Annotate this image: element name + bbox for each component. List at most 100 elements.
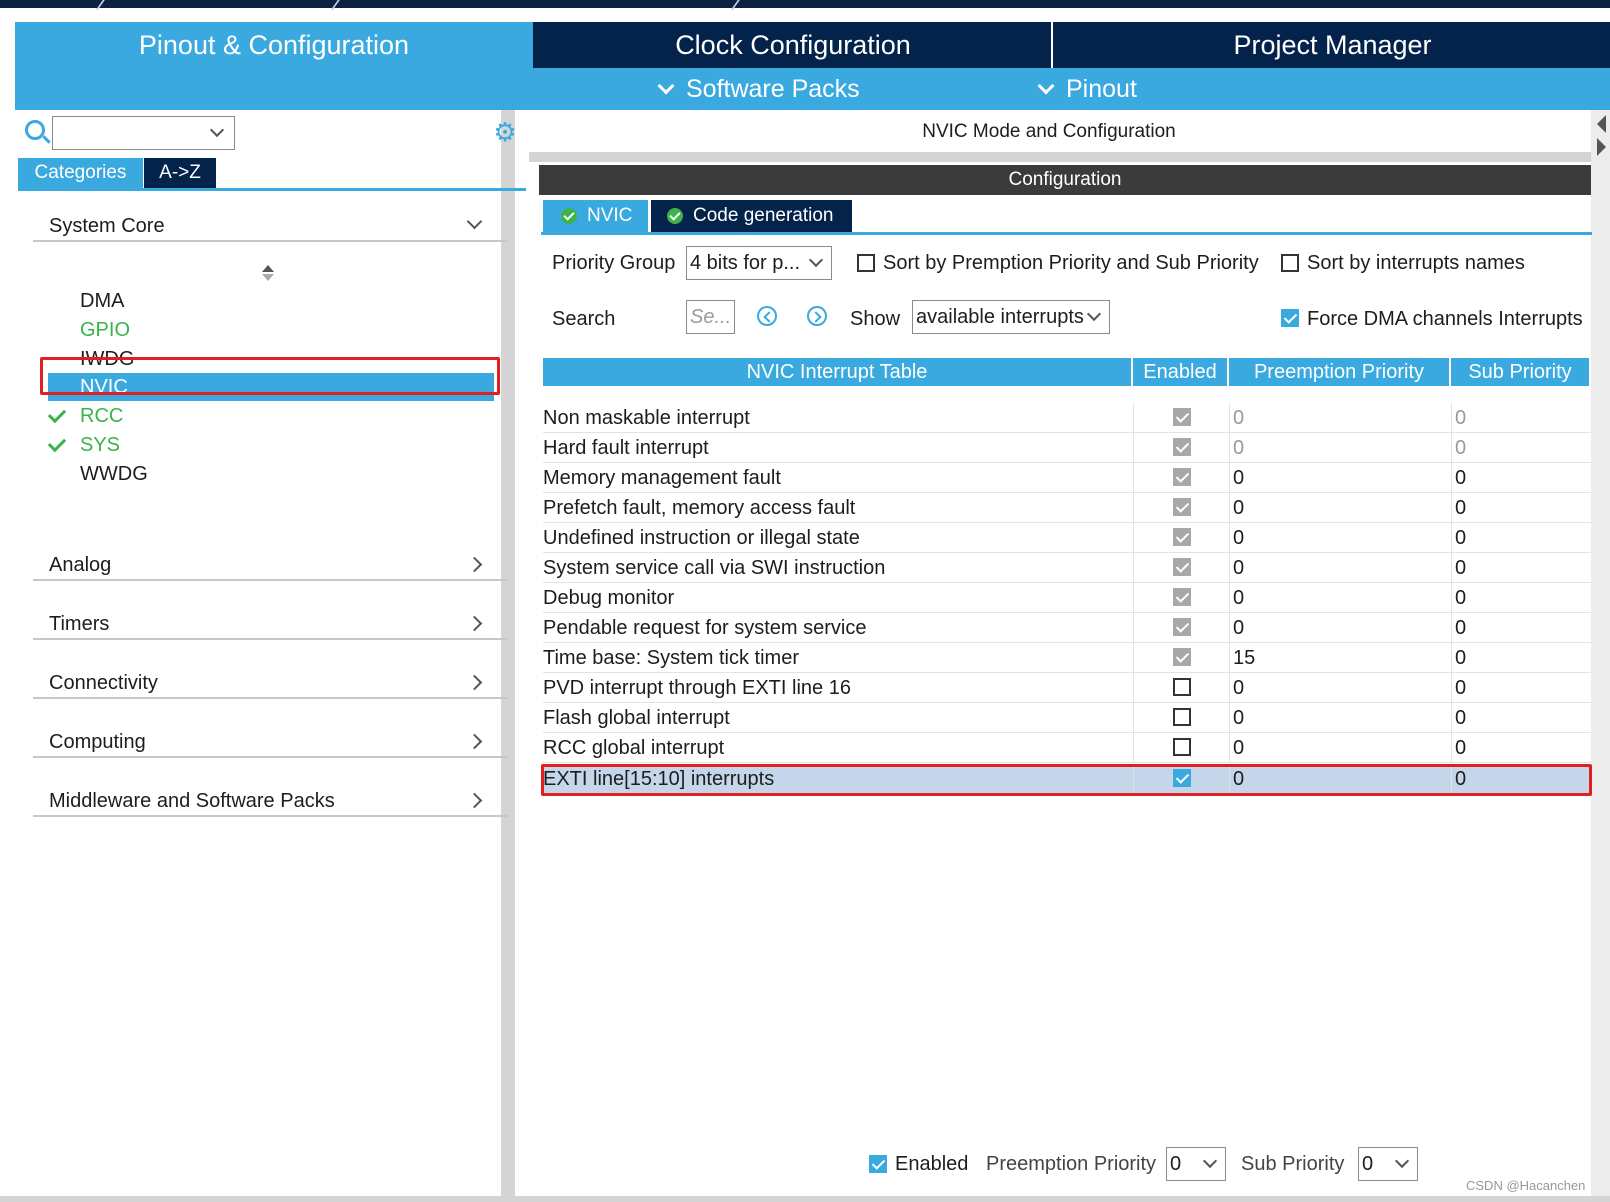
sub-priority-cell[interactable]: 0 [1451, 583, 1591, 613]
bottom-edge [0, 1196, 1610, 1202]
chevron-down-icon [1086, 306, 1102, 322]
bottom-sub-select[interactable]: 0 [1358, 1147, 1418, 1181]
sort-names-checkbox[interactable] [1281, 254, 1299, 272]
tab-clock-configuration[interactable]: Clock Configuration [535, 22, 1053, 68]
software-packs-menu[interactable]: Software Packs [657, 68, 860, 110]
table-row[interactable]: Prefetch fault, memory access fault 0 0 [543, 493, 1591, 523]
table-row[interactable]: Undefined instruction or illegal state 0… [543, 523, 1591, 553]
preemption-cell[interactable]: 0 [1229, 673, 1449, 703]
collapse-right-icon[interactable] [1597, 138, 1606, 156]
collapse-left-icon[interactable] [1597, 115, 1606, 133]
table-row[interactable]: Flash global interrupt 0 0 [543, 703, 1591, 733]
sort-premption-checkbox[interactable] [857, 254, 875, 272]
force-dma-checkbox[interactable] [1281, 309, 1299, 327]
section-computing[interactable]: Computing [33, 728, 508, 758]
enabled-checkbox[interactable] [1173, 678, 1191, 696]
preemption-cell[interactable]: 0 [1229, 613, 1449, 643]
preemption-cell[interactable]: 0 [1229, 764, 1449, 794]
nvic-highlight-box [40, 357, 500, 395]
section-system-core[interactable]: System Core [33, 212, 508, 242]
sub-priority-cell[interactable]: 0 [1451, 703, 1591, 733]
show-select[interactable]: available interrupts [912, 300, 1110, 334]
preemption-cell[interactable]: 15 [1229, 643, 1449, 673]
section-label: Timers [49, 612, 110, 635]
enabled-checkbox[interactable] [1173, 708, 1191, 726]
preemption-cell[interactable]: 0 [1229, 583, 1449, 613]
table-row[interactable]: PVD interrupt through EXTI line 16 0 0 [543, 673, 1591, 703]
preemption-cell[interactable]: 0 [1229, 733, 1449, 763]
tab-code-generation[interactable]: Code generation [651, 200, 852, 232]
strip-divider [730, 0, 742, 10]
sub-priority-cell[interactable]: 0 [1451, 523, 1591, 553]
search-icon[interactable] [25, 120, 45, 140]
sidebar-item-dma[interactable]: DMA [80, 289, 125, 312]
table-row[interactable]: Pendable request for system service 0 0 [543, 613, 1591, 643]
bottom-sub-value: 0 [1362, 1152, 1374, 1175]
bottom-preemption-select[interactable]: 0 [1166, 1147, 1226, 1181]
chevron-right-icon [466, 615, 483, 632]
preemption-cell[interactable]: 0 [1229, 463, 1449, 493]
gear-icon[interactable]: ⚙ [493, 117, 517, 147]
pinout-menu[interactable]: Pinout [1037, 68, 1137, 110]
sort-icon[interactable] [262, 265, 274, 281]
sub-priority-cell[interactable]: 0 [1451, 493, 1591, 523]
section-middleware[interactable]: Middleware and Software Packs [33, 787, 508, 817]
tab-pinout-configuration[interactable]: Pinout & Configuration [15, 22, 533, 68]
enabled-checkbox[interactable] [1173, 738, 1191, 756]
preemption-cell: 0 [1229, 403, 1449, 433]
force-dma-label: Force DMA channels Interrupts [1307, 308, 1583, 330]
sidebar-item-sys[interactable]: SYS [47, 431, 120, 459]
enabled-checkbox [1173, 528, 1191, 546]
tab-a-z[interactable]: A->Z [144, 158, 216, 188]
preemption-cell[interactable]: 0 [1229, 493, 1449, 523]
sub-priority-cell[interactable]: 0 [1451, 613, 1591, 643]
column-header-sub[interactable]: Sub Priority [1451, 358, 1589, 386]
sidebar-item-gpio[interactable]: GPIO [80, 318, 131, 341]
table-row[interactable]: Hard fault interrupt 0 0 [543, 433, 1591, 463]
interrupt-name: Undefined instruction or illegal state [543, 526, 860, 549]
column-header-enabled[interactable]: Enabled [1133, 358, 1227, 386]
sub-priority-cell[interactable]: 0 [1451, 733, 1591, 763]
enabled-checkbox [1173, 648, 1191, 666]
next-result-button[interactable] [807, 306, 827, 326]
table-row[interactable]: Memory management fault 0 0 [543, 463, 1591, 493]
preemption-cell[interactable]: 0 [1229, 703, 1449, 733]
sub-priority-cell: 0 [1451, 433, 1591, 463]
preemption-cell[interactable]: 0 [1229, 523, 1449, 553]
section-label: Computing [49, 730, 146, 753]
bottom-enabled-checkbox[interactable] [869, 1155, 887, 1173]
section-timers[interactable]: Timers [33, 610, 508, 640]
priority-group-select[interactable]: 4 bits for p... [686, 246, 832, 280]
tab-categories[interactable]: Categories [18, 158, 143, 188]
sub-priority-cell[interactable]: 0 [1451, 764, 1591, 794]
chevron-right-icon [466, 733, 483, 750]
sidebar-item-wwdg[interactable]: WWDG [80, 462, 148, 485]
tab-project-manager[interactable]: Project Manager [1233, 29, 1432, 60]
enabled-cell [1133, 463, 1227, 493]
enabled-checkbox[interactable] [1173, 769, 1191, 787]
sub-priority-cell[interactable]: 0 [1451, 643, 1591, 673]
column-header-name[interactable]: NVIC Interrupt Table [543, 358, 1131, 386]
sidebar-item-rcc[interactable]: RCC [47, 402, 123, 430]
table-row[interactable]: Non maskable interrupt 0 0 [543, 403, 1591, 433]
sub-priority-cell[interactable]: 0 [1451, 553, 1591, 583]
search-input[interactable] [52, 116, 235, 150]
preemption-cell[interactable]: 0 [1229, 553, 1449, 583]
sub-priority-cell[interactable]: 0 [1451, 463, 1591, 493]
column-header-preemption[interactable]: Preemption Priority [1229, 358, 1449, 386]
section-connectivity[interactable]: Connectivity [33, 669, 508, 699]
bottom-preemption-label: Preemption Priority [986, 1153, 1157, 1175]
table-row[interactable]: Time base: System tick timer 15 0 [543, 643, 1591, 673]
chevron-down-icon[interactable] [209, 122, 225, 138]
section-label: Connectivity [49, 671, 158, 694]
sub-priority-cell[interactable]: 0 [1451, 673, 1591, 703]
table-row[interactable]: System service call via SWI instruction … [543, 553, 1591, 583]
splitter[interactable] [529, 152, 1591, 162]
table-row[interactable]: Debug monitor 0 0 [543, 583, 1591, 613]
prev-result-button[interactable] [757, 306, 777, 326]
tab-nvic[interactable]: NVIC [543, 200, 648, 232]
interrupt-search-input[interactable]: Se... [686, 300, 735, 334]
section-analog[interactable]: Analog [33, 551, 508, 581]
table-row-selected[interactable]: EXTI line[15:10] interrupts 0 0 [543, 764, 1591, 794]
table-row[interactable]: RCC global interrupt 0 0 [543, 733, 1591, 763]
